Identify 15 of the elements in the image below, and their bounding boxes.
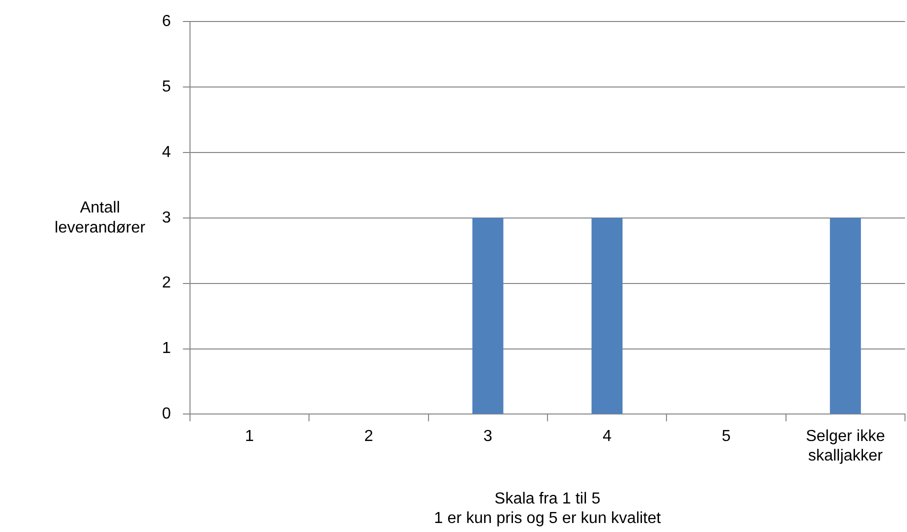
x-tick-label: 2: [364, 428, 374, 446]
y-axis-title: Antall leverandører: [54, 199, 146, 236]
x-tick-label: Selger ikke skalljakker: [806, 428, 886, 464]
x-tick-label: 4: [602, 428, 612, 446]
x-tick-label: 5: [722, 428, 731, 446]
x-tick-label: 1: [245, 428, 254, 446]
y-tick-label: 1: [162, 340, 171, 358]
y-tick-label: 0: [162, 406, 171, 423]
x-tick-label: 3: [483, 428, 492, 446]
y-tick-label: 4: [162, 144, 171, 161]
y-tick-label: 6: [162, 13, 171, 30]
x-axis-title: Skala fra 1 til 5 1 er kun pris og 5 er kun kvalitet: [434, 490, 662, 527]
y-tick-label: 5: [162, 78, 171, 96]
y-tick-label: 2: [162, 274, 171, 292]
y-tick-label: 3: [162, 209, 171, 226]
